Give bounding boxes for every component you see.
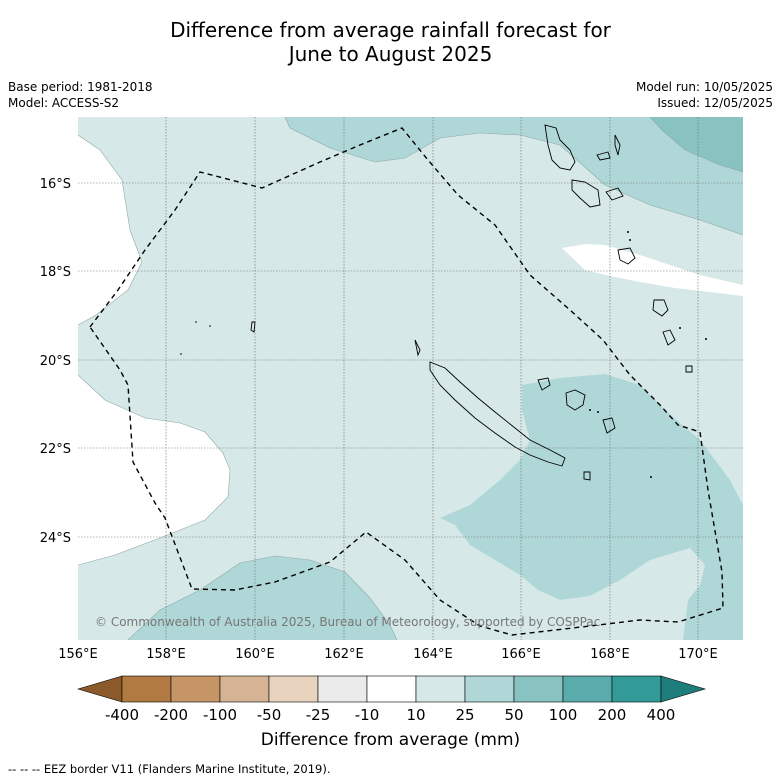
lat-label-20s: 20°S	[40, 354, 71, 369]
model-run: Model run: 10/05/2025	[635, 80, 773, 94]
near-average-area-west-south	[78, 375, 230, 565]
island-pentecost	[596, 151, 611, 161]
colorbar-segment	[219, 675, 270, 703]
colorbar-segment	[366, 675, 417, 703]
colorbar-tick-label: -10	[355, 706, 380, 724]
eez-border	[89, 127, 724, 636]
island-malekula	[571, 179, 601, 208]
island-lifou	[565, 389, 586, 411]
band-50-100-northeast	[650, 117, 743, 172]
issued-date: Issued: 12/05/2025	[657, 96, 773, 110]
colorbar-segment	[611, 675, 662, 703]
colorbar-segment	[513, 675, 564, 703]
band-25-50-southeast	[440, 374, 743, 640]
band-25-50-north	[285, 117, 743, 235]
island-mare	[602, 417, 616, 434]
copyright-notice: © Commonwealth of Australia 2025, Bureau…	[95, 615, 600, 629]
model-name: Model: ACCESS-S2	[8, 96, 120, 110]
colorbar-segment	[121, 675, 172, 703]
title-line-1: Difference from average rainfall forecas…	[170, 18, 611, 42]
colorbar-tick-label: 10	[406, 706, 425, 724]
island-tanna	[617, 247, 636, 265]
colorbar-label: Difference from average (mm)	[260, 730, 521, 750]
colorbar-tick-label: -100	[203, 706, 237, 724]
rainfall-map	[78, 117, 743, 640]
colorbar-tick-label: 100	[549, 706, 578, 724]
landmasses	[250, 124, 693, 481]
lon-label-158e: 158°E	[146, 647, 186, 662]
island-belep	[414, 339, 421, 357]
colorbar-segment	[464, 675, 515, 703]
lat-label-24s: 24°S	[40, 531, 71, 546]
meta-right: Model run: 10/05/2025 Issued: 12/05/2025	[636, 79, 773, 111]
colorbar-tick-label: -200	[154, 706, 188, 724]
meta-left: Base period: 1981-2018 Model: ACCESS-S2	[8, 79, 153, 111]
map-title: Difference from average rainfall forecas…	[0, 18, 781, 66]
island-maewo	[614, 134, 621, 156]
colorbar-tick-label: 200	[598, 706, 627, 724]
colorbar-segment	[170, 675, 221, 703]
island-southeast-2	[685, 365, 693, 373]
island-new-caledonia	[429, 361, 566, 467]
colorbar-tick-label: 25	[455, 706, 474, 724]
island-southeast-1	[662, 329, 676, 346]
band-25-50-southwest	[128, 556, 397, 640]
lon-label-168e: 168°E	[590, 647, 630, 662]
island-ouvea	[537, 377, 551, 391]
title-line-2: June to August 2025	[288, 42, 493, 66]
lon-label-162e: 162°E	[324, 647, 364, 662]
colorbar-segment	[268, 675, 319, 703]
eez-legend: -- -- -- EEZ border V11 (Flanders Marine…	[8, 762, 331, 776]
lat-label-16s: 16°S	[40, 177, 71, 192]
near-average-area-west-north	[78, 117, 142, 325]
colorbar-segment	[562, 675, 613, 703]
colorbar-segment	[317, 675, 368, 703]
lon-label-164e: 164°E	[413, 647, 453, 662]
lon-label-156e: 156°E	[58, 647, 98, 662]
colorbar	[76, 675, 707, 703]
island-isle-of-pines	[583, 471, 591, 481]
island-aneityum	[652, 299, 669, 317]
lon-label-170e: 170°E	[678, 647, 718, 662]
island-chesterfield	[250, 321, 256, 333]
colorbar-ticks: -400 -200 -100 -50 -25 -10 10 25 50 100 200 400	[105, 706, 675, 724]
lat-label-18s: 18°S	[40, 265, 71, 280]
colorbar-tick-label: -25	[306, 706, 331, 724]
colorbar-tick-label: -50	[257, 706, 282, 724]
colorbar-tick-label: 50	[504, 706, 523, 724]
colorbar-arrow-high	[660, 675, 707, 703]
base-period: Base period: 1981-2018	[8, 80, 153, 94]
colorbar-tick-label: -400	[105, 706, 139, 724]
island-epi	[605, 187, 624, 201]
island-espiritu-santo	[544, 124, 576, 171]
lon-label-166e: 166°E	[501, 647, 541, 662]
colorbar-segment	[415, 675, 466, 703]
small-islands	[180, 231, 707, 478]
lon-label-160e: 160°E	[235, 647, 275, 662]
colorbar-arrow-low	[76, 675, 123, 703]
lat-label-22s: 22°S	[40, 442, 71, 457]
colorbar-tick-label: 400	[647, 706, 676, 724]
